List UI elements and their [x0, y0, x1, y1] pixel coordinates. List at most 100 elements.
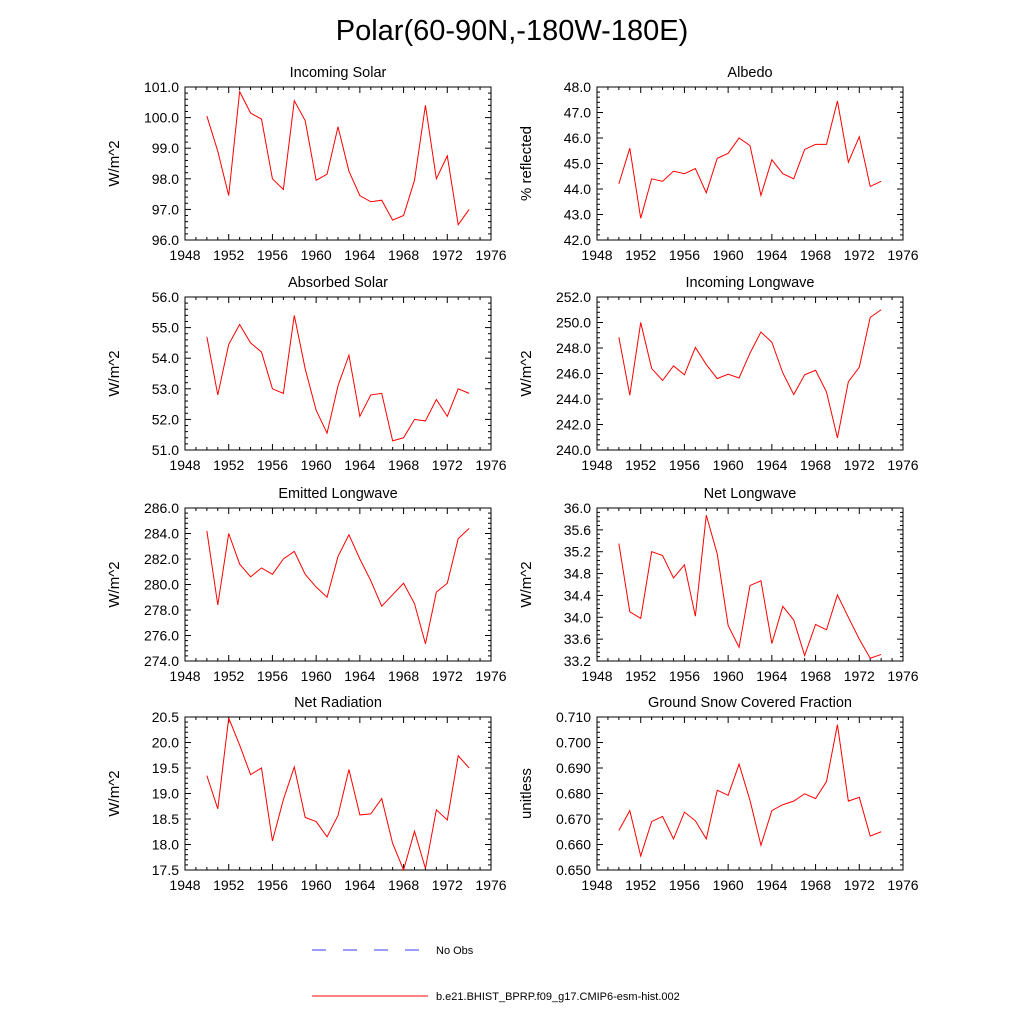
- x-tick-label: 1964: [756, 877, 787, 893]
- x-tick-label: 1972: [432, 877, 463, 893]
- y-tick-label: 36.0: [564, 500, 591, 516]
- panel-title: Net Radiation: [294, 695, 382, 711]
- y-tick-label: 56.0: [152, 289, 179, 305]
- y-axis-label: W/m^2: [106, 561, 123, 607]
- x-tick-label: 1948: [581, 877, 612, 893]
- y-tick-label: 276.0: [144, 628, 179, 644]
- y-tick-label: 53.0: [152, 381, 179, 397]
- x-tick-label: 1972: [844, 457, 875, 473]
- y-tick-label: 51.0: [152, 442, 179, 458]
- x-tick-label: 1972: [432, 668, 463, 684]
- x-tick-label: 1972: [432, 457, 463, 473]
- x-tick-label: 1952: [625, 247, 656, 263]
- x-tick-label: 1952: [213, 877, 244, 893]
- x-tick-label: 1960: [713, 247, 744, 263]
- x-tick-label: 1956: [669, 877, 700, 893]
- y-tick-label: 0.650: [556, 862, 591, 878]
- y-tick-label: 250.0: [556, 315, 591, 331]
- chart-net-radiation: Net Radiation W/m^2 1948 1952 1956 1960 1964 19…: [106, 695, 507, 893]
- plot-frame: [596, 716, 904, 871]
- y-tick-label: 0.710: [556, 709, 591, 725]
- legend-label-model: b.e21.BHIST_BPRP.f09_g17.CMIP6-esm-hist.…: [436, 991, 680, 1003]
- chart-emitted-longwave: Emitted Longwave W/m^2 1948 1952 1956 1960 196…: [106, 486, 507, 684]
- x-tick-label: 1964: [344, 247, 375, 263]
- y-tick-label: 20.0: [152, 735, 179, 751]
- x-tick-label: 1976: [887, 457, 918, 473]
- y-tick-label: 44.0: [564, 181, 591, 197]
- x-tick-label: 1976: [475, 247, 506, 263]
- x-tick-label: 1964: [756, 668, 787, 684]
- chart-ground-snow-covered-fraction: Ground Snow Covered Fraction unitless 1948…: [518, 695, 919, 893]
- x-tick-label: 1972: [432, 247, 463, 263]
- y-tick-label: 20.5: [152, 709, 179, 725]
- y-tick-label: 274.0: [144, 653, 179, 669]
- x-tick-label: 1956: [257, 457, 288, 473]
- figure-title: Polar(60-90N,-180W-180E): [336, 15, 688, 47]
- x-tick-label: 1948: [581, 247, 612, 263]
- chart-incoming-solar: Incoming Solar W/m^2 1948 1952 1956 1960 1964 1…: [106, 65, 507, 263]
- y-tick-label: 19.5: [152, 760, 179, 776]
- y-tick-label: 55.0: [152, 320, 179, 336]
- series-line-net-longwave: [618, 514, 882, 659]
- x-tick-label: 1976: [475, 668, 506, 684]
- panel-title: Incoming Longwave: [686, 275, 815, 291]
- chart-albedo: Albedo % reflected 1948 1952 1956 1960 1964 196…: [518, 65, 919, 263]
- x-tick-label: 1956: [669, 668, 700, 684]
- x-tick-label: 1960: [301, 668, 332, 684]
- y-tick-label: 252.0: [556, 289, 591, 305]
- y-axis-label: W/m^2: [106, 350, 123, 396]
- x-tick-label: 1948: [169, 247, 200, 263]
- x-tick-label: 1968: [388, 877, 419, 893]
- x-tick-label: 1968: [800, 877, 831, 893]
- y-tick-label: 42.0: [564, 232, 591, 248]
- y-tick-label: 278.0: [144, 602, 179, 618]
- series-line-emitted-longwave: [206, 528, 470, 644]
- x-tick-label: 1952: [213, 247, 244, 263]
- x-tick-label: 1968: [800, 247, 831, 263]
- x-tick-label: 1972: [844, 247, 875, 263]
- chart-panels: Incoming Solar W/m^2 1948 1952 1956 1960 1964 1…: [106, 65, 919, 893]
- y-tick-label: 248.0: [556, 340, 591, 356]
- y-tick-label: 34.4: [564, 587, 591, 603]
- legend-label-no-obs: No Obs: [436, 945, 474, 957]
- panel-title: Net Longwave: [704, 486, 797, 502]
- x-tick-label: 1952: [213, 668, 244, 684]
- x-tick-label: 1976: [475, 457, 506, 473]
- x-tick-label: 1976: [887, 668, 918, 684]
- y-tick-label: 284.0: [144, 526, 179, 542]
- x-tick-label: 1948: [581, 668, 612, 684]
- plot-frame: [184, 296, 492, 451]
- series-line-incoming-solar: [206, 89, 470, 226]
- y-tick-label: 244.0: [556, 391, 591, 407]
- y-axis-label: % reflected: [518, 126, 535, 201]
- x-tick-label: 1960: [713, 457, 744, 473]
- y-tick-label: 0.680: [556, 786, 591, 802]
- x-tick-label: 1968: [800, 457, 831, 473]
- x-tick-label: 1976: [887, 877, 918, 893]
- y-tick-label: 17.5: [152, 862, 179, 878]
- y-axis-label: W/m^2: [106, 770, 123, 816]
- x-tick-label: 1976: [887, 247, 918, 263]
- x-tick-label: 1956: [669, 457, 700, 473]
- y-axis-label: unitless: [518, 768, 535, 819]
- y-tick-label: 48.0: [564, 79, 591, 95]
- x-tick-label: 1960: [301, 457, 332, 473]
- x-tick-label: 1948: [169, 668, 200, 684]
- y-tick-label: 19.0: [152, 786, 179, 802]
- y-tick-label: 45.0: [564, 156, 591, 172]
- plot-frame: [184, 716, 492, 871]
- y-tick-label: 286.0: [144, 500, 179, 516]
- x-tick-label: 1964: [344, 457, 375, 473]
- x-tick-label: 1956: [257, 877, 288, 893]
- x-tick-label: 1952: [625, 457, 656, 473]
- plot-frame: [596, 296, 904, 451]
- x-tick-label: 1956: [257, 668, 288, 684]
- x-tick-label: 1948: [169, 877, 200, 893]
- series-line-incoming-longwave: [618, 309, 882, 439]
- series-line-absorbed-solar: [206, 315, 470, 442]
- legend: No Obs b.e21.BHIST_BPRP.f09_g17.CMIP6-es…: [312, 945, 680, 1003]
- y-tick-label: 35.6: [564, 522, 591, 538]
- y-tick-label: 33.2: [564, 653, 591, 669]
- x-tick-label: 1948: [581, 457, 612, 473]
